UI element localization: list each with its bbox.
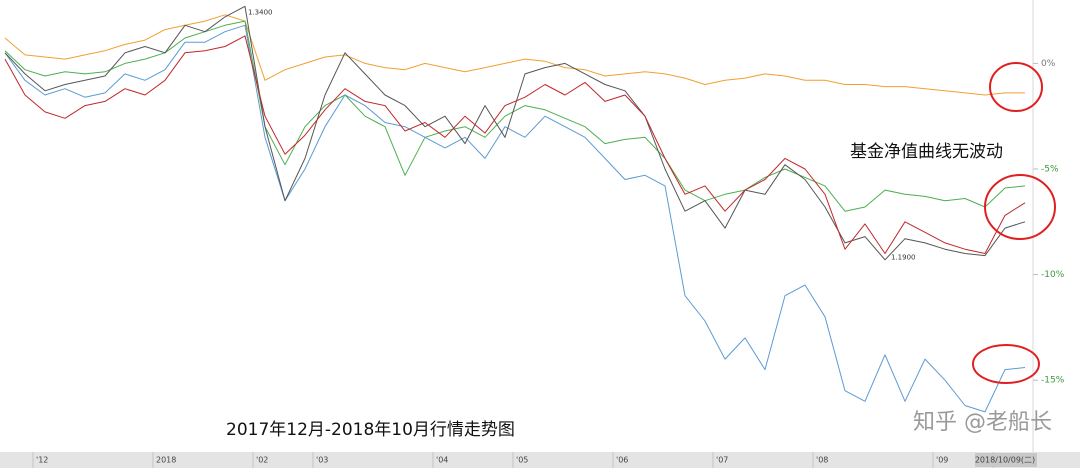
subtitle: 2017年12月-2018年10月行情走势图 bbox=[226, 420, 515, 440]
y-tick-label: -5% bbox=[1041, 164, 1059, 174]
x-tick-label: '12 bbox=[36, 456, 48, 465]
highlight-circle bbox=[972, 344, 1040, 384]
plot-area bbox=[4, 5, 1026, 413]
x-tick-label: '03 bbox=[316, 456, 328, 465]
watermark: 知乎 @老船长 bbox=[913, 410, 1052, 435]
series-line bbox=[4, 35, 1026, 254]
x-tick-label: '02 bbox=[256, 456, 268, 465]
x-tick-label: 2018 bbox=[156, 456, 176, 465]
series-line bbox=[4, 14, 1025, 96]
x-tick-label: '07 bbox=[716, 456, 728, 465]
highlight-circle bbox=[984, 174, 1056, 240]
x-tick-label: '05 bbox=[516, 456, 528, 465]
series-line bbox=[4, 20, 1026, 212]
series-line bbox=[4, 24, 1026, 413]
annotation: 基金净值曲线无波动 bbox=[850, 142, 1003, 162]
x-label-highlight bbox=[975, 453, 1037, 467]
x-tick-label: 2018/10/09(二) bbox=[975, 456, 1035, 465]
x-tick-label: '04 bbox=[436, 456, 448, 465]
x-tick-label: '06 bbox=[616, 456, 628, 465]
x-axis-strip bbox=[0, 452, 1080, 468]
y-tick-label: 0% bbox=[1041, 59, 1056, 69]
x-tick-label: '09 bbox=[936, 456, 948, 465]
x-tick-label: '08 bbox=[816, 456, 828, 465]
annotation: 1.1900 bbox=[891, 253, 916, 261]
y-tick-label: -15% bbox=[1041, 376, 1065, 386]
series-line bbox=[4, 5, 1026, 261]
highlight-circle bbox=[989, 62, 1043, 112]
annotation: 1.3400 bbox=[248, 8, 273, 16]
y-tick-label: -10% bbox=[1041, 270, 1065, 280]
